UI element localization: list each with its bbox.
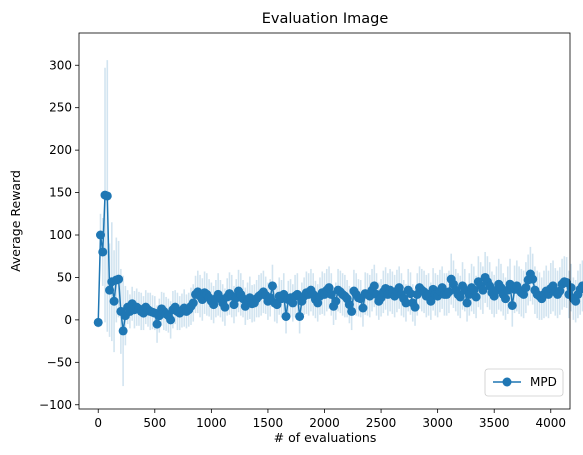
- x-tick-label: 3500: [479, 416, 510, 430]
- x-axis-label: # of evaluations: [274, 430, 377, 445]
- data-point: [229, 300, 239, 310]
- y-tick-label: 50: [57, 270, 72, 284]
- data-point: [410, 302, 420, 312]
- x-tick-label: 3000: [422, 416, 453, 430]
- data-point: [462, 298, 472, 308]
- data-point: [267, 281, 277, 291]
- data-point: [369, 281, 379, 291]
- y-axis-ticks: −100 −50 0 50 100 150 200 250 300: [39, 58, 79, 412]
- data-point: [109, 296, 119, 306]
- data-point: [102, 191, 112, 201]
- data-point: [152, 319, 162, 329]
- data-point: [220, 302, 230, 312]
- legend-box: [484, 368, 564, 397]
- legend-marker-swatch: [502, 377, 512, 387]
- x-tick-label: 500: [143, 416, 166, 430]
- x-axis-ticks: 0 500 1000 1500 2000 2500 3000 3500 4000: [94, 409, 566, 430]
- data-point: [118, 326, 128, 336]
- y-tick-label: 300: [49, 58, 72, 72]
- data-point: [105, 285, 115, 295]
- data-point: [324, 283, 334, 293]
- data-point: [507, 300, 517, 310]
- data-point: [471, 292, 481, 302]
- data-point: [444, 287, 454, 297]
- data-point: [344, 300, 354, 310]
- y-tick-label: −100: [39, 398, 72, 412]
- data-point: [521, 283, 531, 293]
- legend: MPD: [484, 368, 564, 397]
- data-point: [358, 303, 368, 313]
- data-point: [288, 298, 298, 308]
- data-point: [519, 289, 529, 299]
- data-point: [528, 274, 538, 284]
- y-tick-label: 100: [49, 228, 72, 242]
- x-tick-label: 1500: [253, 416, 284, 430]
- y-tick-label: 150: [49, 186, 72, 200]
- data-point: [455, 292, 465, 302]
- data-point: [566, 283, 576, 293]
- data-point: [93, 317, 103, 327]
- data-point: [292, 289, 302, 299]
- data-point: [437, 283, 447, 293]
- series-points-layer: [93, 190, 583, 336]
- data-point: [166, 315, 176, 325]
- data-point: [313, 298, 323, 308]
- data-point: [426, 296, 436, 306]
- data-point: [405, 289, 415, 299]
- data-point: [98, 247, 108, 257]
- data-point: [469, 285, 479, 295]
- data-point: [326, 289, 336, 299]
- data-point: [571, 296, 581, 306]
- data-point: [96, 230, 105, 240]
- y-tick-label: 0: [64, 313, 72, 327]
- legend-entry-mpd: MPD: [530, 375, 557, 389]
- data-point: [478, 285, 488, 295]
- data-point: [401, 298, 411, 308]
- y-tick-label: −50: [47, 355, 72, 369]
- x-tick-label: 1000: [196, 416, 227, 430]
- y-tick-label: 200: [49, 143, 72, 157]
- data-point: [331, 296, 341, 306]
- data-point: [485, 281, 495, 291]
- x-tick-label: 0: [94, 416, 102, 430]
- std-band-layer: [97, 60, 583, 387]
- data-point: [580, 283, 583, 292]
- data-point: [496, 283, 506, 293]
- data-point: [394, 283, 404, 293]
- y-axis-label: Average Reward: [8, 170, 23, 272]
- y-tick-label: 250: [49, 101, 72, 115]
- plot-frame: [78, 32, 571, 410]
- data-point: [347, 306, 357, 316]
- data-point: [281, 311, 291, 321]
- data-point: [188, 298, 198, 308]
- chart-title: Evaluation Image: [262, 11, 389, 27]
- x-tick-label: 4000: [535, 416, 566, 430]
- x-tick-label: 2000: [309, 416, 340, 430]
- data-point: [295, 311, 305, 321]
- data-point: [555, 286, 565, 296]
- x-tick-label: 2500: [366, 416, 397, 430]
- data-point: [114, 274, 124, 284]
- data-point: [501, 294, 511, 304]
